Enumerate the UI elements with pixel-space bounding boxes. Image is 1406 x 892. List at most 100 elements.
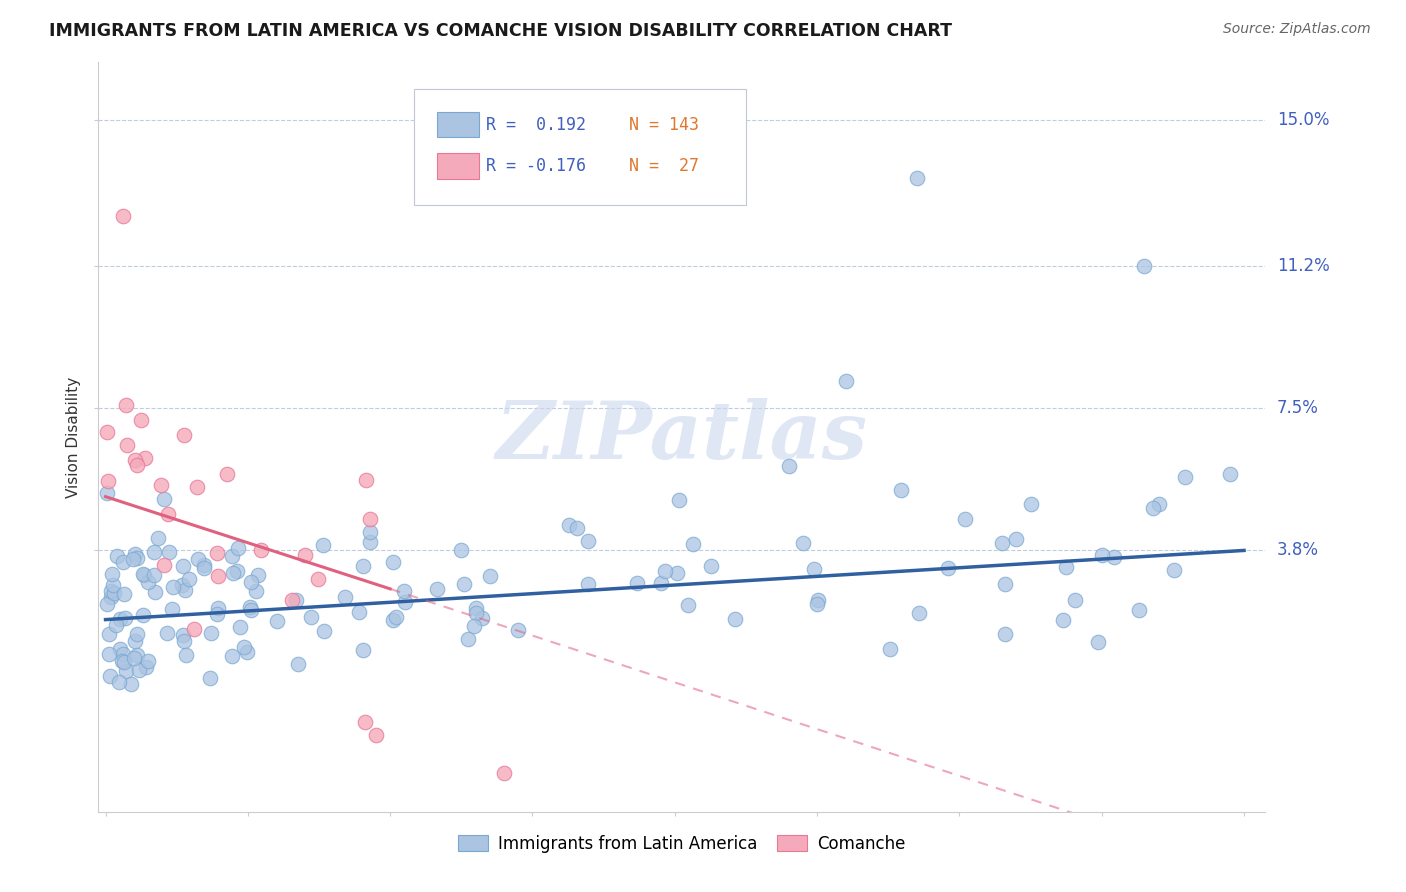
Text: 11.2%: 11.2% <box>1277 257 1330 275</box>
Point <box>200 625 222 640</box>
Point <box>682 537 704 551</box>
Point <box>384 609 406 624</box>
Point <box>124 633 146 648</box>
Point <box>352 558 374 573</box>
Point <box>105 618 128 632</box>
Point <box>453 576 475 591</box>
Text: 15.0%: 15.0% <box>1277 112 1330 129</box>
Text: 7.5%: 7.5% <box>1277 400 1319 417</box>
Point <box>173 634 195 648</box>
Point <box>149 478 172 492</box>
Point <box>245 583 267 598</box>
Point <box>97 627 120 641</box>
Point <box>299 609 322 624</box>
Point <box>100 591 122 605</box>
FancyBboxPatch shape <box>437 153 479 178</box>
Point <box>114 398 136 412</box>
Point <box>281 593 304 607</box>
Point <box>1142 500 1164 515</box>
Point <box>176 648 198 663</box>
Point <box>111 556 134 570</box>
Point <box>112 656 135 670</box>
Point <box>153 558 176 572</box>
Point <box>174 582 197 597</box>
Point <box>1087 634 1109 648</box>
Point <box>834 375 856 389</box>
Point <box>173 628 195 642</box>
Point <box>205 546 228 560</box>
Point <box>222 566 245 580</box>
Point <box>778 458 800 473</box>
Point <box>96 425 118 440</box>
Point <box>125 627 148 641</box>
Point <box>114 587 136 601</box>
Point <box>394 595 416 609</box>
Point <box>478 569 501 583</box>
Point <box>356 473 378 487</box>
Text: N = 143: N = 143 <box>630 116 699 134</box>
Point <box>143 585 166 599</box>
Point <box>492 766 515 780</box>
Point <box>157 508 180 522</box>
Point <box>103 586 125 600</box>
Point <box>905 170 928 185</box>
Point <box>349 605 371 619</box>
Point <box>381 555 404 569</box>
Point <box>364 728 387 742</box>
Point <box>156 625 179 640</box>
Point <box>239 574 262 589</box>
Point <box>465 606 488 620</box>
Point <box>1174 470 1197 484</box>
Point <box>352 642 374 657</box>
Point <box>162 602 184 616</box>
Point <box>229 620 252 634</box>
Point <box>678 598 700 612</box>
Point <box>392 584 415 599</box>
Point <box>179 572 201 586</box>
Point <box>105 549 128 563</box>
Point <box>200 671 222 685</box>
Text: Source: ZipAtlas.com: Source: ZipAtlas.com <box>1223 22 1371 37</box>
Point <box>450 542 472 557</box>
FancyBboxPatch shape <box>437 112 479 137</box>
Point <box>807 593 830 607</box>
Point <box>120 677 142 691</box>
Point <box>122 651 145 665</box>
Point <box>359 524 381 539</box>
Point <box>294 548 316 562</box>
Point <box>382 613 405 627</box>
Point <box>576 577 599 591</box>
Y-axis label: Vision Disability: Vision Disability <box>66 376 82 498</box>
Point <box>111 209 134 223</box>
Point <box>666 566 689 580</box>
Text: 3.8%: 3.8% <box>1277 541 1319 559</box>
Point <box>314 624 336 638</box>
Point <box>806 597 828 611</box>
Point <box>307 572 329 586</box>
Point <box>173 428 195 442</box>
Point <box>153 491 176 506</box>
Point <box>1005 532 1028 546</box>
Point <box>879 641 901 656</box>
Point <box>172 578 194 592</box>
Point <box>1063 593 1085 607</box>
Point <box>129 413 152 427</box>
Point <box>96 597 118 611</box>
Point <box>287 657 309 671</box>
Point <box>953 511 976 525</box>
Text: R =  0.192: R = 0.192 <box>486 116 586 134</box>
Point <box>207 569 229 583</box>
Point <box>803 562 825 576</box>
Point <box>128 663 150 677</box>
Point <box>226 541 249 555</box>
Point <box>207 601 229 615</box>
Point <box>187 552 209 566</box>
Point <box>250 543 273 558</box>
Point <box>576 534 599 549</box>
Point <box>1052 613 1074 627</box>
Point <box>464 601 486 615</box>
Point <box>110 654 132 668</box>
Point <box>235 645 257 659</box>
Legend: Immigrants from Latin America, Comanche: Immigrants from Latin America, Comanche <box>451 829 912 860</box>
Point <box>1104 550 1126 565</box>
